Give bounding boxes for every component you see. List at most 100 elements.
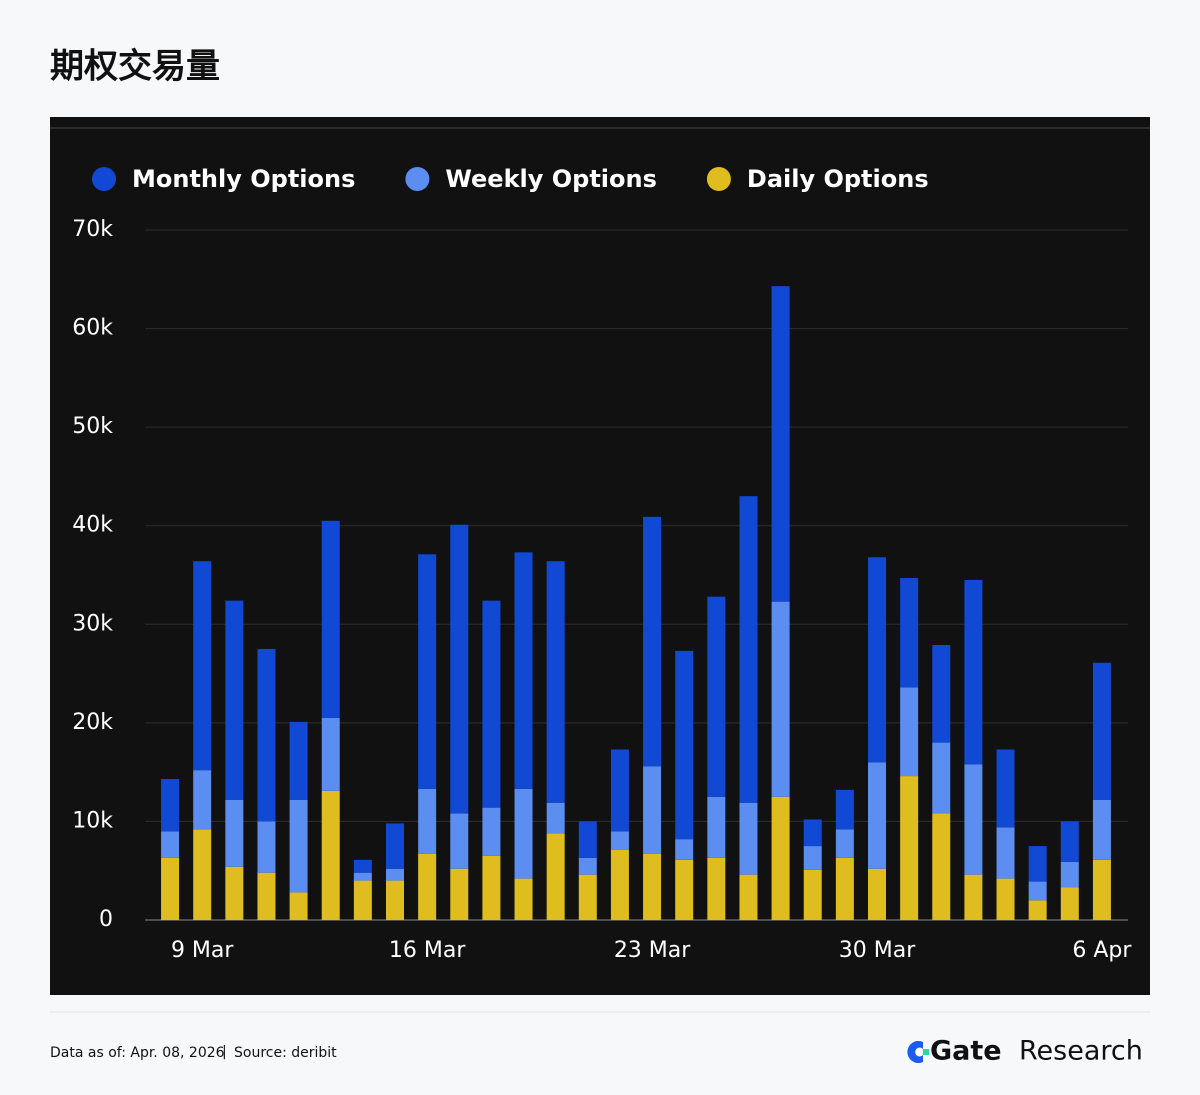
bar-segment xyxy=(418,554,437,789)
legend-label: Monthly Options xyxy=(132,165,355,193)
bar-segment xyxy=(386,823,404,869)
bar-segment xyxy=(289,721,308,800)
bar-segment xyxy=(932,813,951,920)
bar-segment xyxy=(964,874,983,920)
bar-segment xyxy=(546,833,565,920)
bar-segment xyxy=(546,561,565,803)
bar-segment xyxy=(1028,881,1047,901)
bar-segment xyxy=(1060,861,1079,888)
brand-name: Gate xyxy=(930,1036,1002,1067)
x-tick-label: 30 Mar xyxy=(839,938,916,963)
bar-segment xyxy=(932,644,951,743)
y-tick-label: 30k xyxy=(72,611,113,636)
legend-marker xyxy=(706,167,731,191)
brand-logo: Gate Research xyxy=(907,1036,1143,1067)
bar-segment xyxy=(1092,859,1111,920)
bar-segment xyxy=(161,831,180,858)
bar-segment xyxy=(514,878,533,920)
bar-segment xyxy=(675,859,694,920)
bar-segment xyxy=(450,868,469,920)
x-tick-label: 6 Apr xyxy=(1072,938,1132,963)
bar-segment xyxy=(1028,846,1047,882)
bar-segment xyxy=(868,557,886,763)
bar-segment xyxy=(835,829,854,858)
bar-segment xyxy=(546,802,565,834)
bar-segment xyxy=(996,878,1015,920)
bar-segment xyxy=(900,776,919,920)
x-tick-label: 23 Mar xyxy=(614,938,691,963)
bar-segment xyxy=(739,496,758,803)
bar-segment xyxy=(610,850,629,920)
legend-label: Weekly Options xyxy=(445,165,657,193)
bar-segment xyxy=(1028,900,1047,920)
bar-segment xyxy=(803,846,822,870)
bar-segment xyxy=(418,853,437,920)
bar-segment xyxy=(996,749,1015,828)
bar-segment xyxy=(321,717,340,791)
bar-segment xyxy=(161,857,180,920)
bar-segment xyxy=(835,789,854,830)
bar-segment xyxy=(289,799,308,893)
bar-segment xyxy=(193,829,212,920)
bar-segment xyxy=(643,853,662,920)
bar-segment xyxy=(1060,887,1079,920)
bar-segment xyxy=(643,766,662,854)
chart-title: 期权交易量 xyxy=(50,47,220,87)
y-tick-label: 40k xyxy=(72,513,113,538)
bar-segment xyxy=(803,869,822,920)
bar-segment xyxy=(353,872,372,881)
y-tick-label: 20k xyxy=(72,710,113,735)
bar-segment xyxy=(610,831,629,851)
logo-accent xyxy=(923,1049,929,1055)
y-tick-label: 10k xyxy=(72,808,113,833)
bar-segment xyxy=(996,827,1015,879)
bar-segment xyxy=(578,857,597,875)
bar-segment xyxy=(353,859,372,873)
bar-segment xyxy=(418,788,437,854)
bar-segment xyxy=(225,799,244,867)
logo-mark xyxy=(907,1041,923,1063)
bar-segment xyxy=(482,855,501,920)
bar-segment xyxy=(193,770,212,830)
legend-label: Daily Options xyxy=(747,165,929,193)
bar-segment xyxy=(225,866,244,920)
bar-segment xyxy=(835,857,854,920)
footer-separator: | xyxy=(222,1044,227,1060)
legend-marker xyxy=(405,167,430,191)
y-tick-label: 0 xyxy=(99,907,113,932)
bar-segment xyxy=(771,601,790,797)
bar-segment xyxy=(257,821,276,873)
bar-segment xyxy=(643,516,662,767)
bar-segment xyxy=(321,790,340,920)
bar-segment xyxy=(610,749,629,832)
x-tick-label: 9 Mar xyxy=(171,938,234,963)
y-tick-label: 60k xyxy=(72,316,113,341)
bar-segment xyxy=(386,868,404,881)
y-tick-label: 50k xyxy=(72,414,113,439)
brand-suffix: Research xyxy=(1019,1036,1143,1067)
bar-segment xyxy=(900,687,919,777)
bar-segment xyxy=(707,596,726,797)
bar-segment xyxy=(193,561,212,771)
footer-date: Data as of: Apr. 08, 2026 xyxy=(50,1045,225,1061)
bar-segment xyxy=(578,821,597,858)
bar-segment xyxy=(739,802,758,875)
bar-segment xyxy=(803,819,822,847)
bar-segment xyxy=(450,524,469,814)
bar-segment xyxy=(1092,662,1111,800)
bar-segment xyxy=(289,892,308,920)
chart-panel xyxy=(50,117,1150,995)
footer-source: Source: deribit xyxy=(234,1045,337,1061)
bar-segment xyxy=(578,874,597,920)
bar-segment xyxy=(900,577,919,688)
bar-segment xyxy=(386,880,404,920)
bar-segment xyxy=(964,579,983,765)
bar-segment xyxy=(482,807,501,856)
bar-segment xyxy=(868,868,886,920)
bar-segment xyxy=(1092,799,1111,860)
bar-segment xyxy=(514,788,533,879)
bar-segment xyxy=(514,552,533,789)
bar-segment xyxy=(964,764,983,875)
